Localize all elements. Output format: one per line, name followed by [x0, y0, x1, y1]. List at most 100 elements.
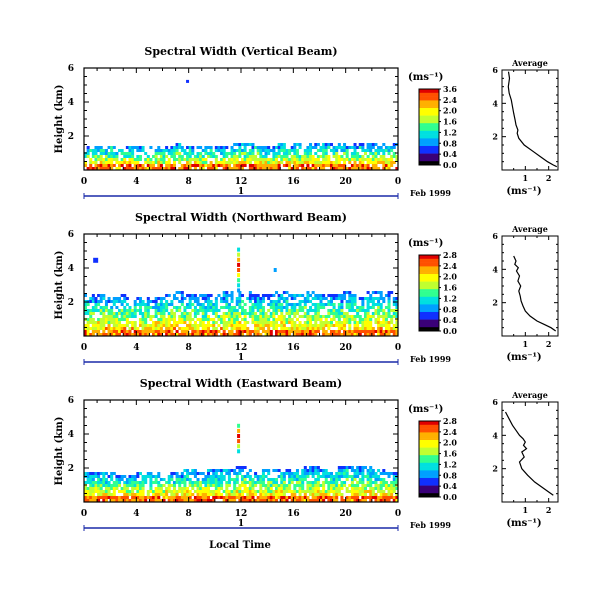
heatmap-cell: [178, 481, 182, 484]
heatmap-cell: [285, 321, 289, 324]
heatmap-cell: [222, 327, 226, 330]
colorbar-segment: [419, 89, 439, 92]
heatmap-cell: [172, 306, 176, 309]
heatmap-cell: [172, 499, 176, 502]
heatmap-cell: [178, 496, 182, 499]
heatmap-cell: [86, 321, 90, 324]
heatmap-cell: [199, 321, 203, 324]
heatmap-cell: [340, 155, 344, 158]
heatmap-cell: [183, 297, 187, 300]
heatmap-cell: [123, 161, 127, 164]
heatmap-cell: [131, 158, 135, 161]
heatmap-cell: [316, 297, 320, 300]
heatmap-cell: [237, 449, 241, 454]
heatmap-cell: [290, 312, 294, 315]
heatmap-cell: [382, 164, 386, 167]
heatmap-cell: [363, 149, 367, 152]
heatmap-cell: [353, 327, 357, 330]
heatmap-cell: [144, 306, 148, 309]
heatmap-cell: [322, 481, 326, 484]
heatmap-cell: [102, 475, 106, 478]
heatmap-cell: [97, 294, 101, 297]
heatmap-cell: [154, 152, 158, 155]
heatmap-cell: [280, 143, 284, 146]
heatmap-cell: [288, 315, 292, 318]
heatmap-cell: [332, 297, 336, 300]
heatmap-cell: [337, 309, 341, 312]
heatmap-cell: [201, 318, 205, 321]
heatmap-cell: [206, 478, 210, 481]
heatmap-cell: [343, 318, 347, 321]
x-tick-label: 8: [186, 509, 192, 519]
heatmap-cell: [136, 158, 140, 161]
heatmap-cell: [191, 297, 195, 300]
heatmap-cell: [157, 493, 161, 496]
heatmap-cell: [91, 312, 95, 315]
heatmap-cell: [377, 306, 381, 309]
colorbar-segment: [419, 161, 439, 164]
heatmap-cell: [188, 333, 192, 336]
heatmap-cell: [395, 297, 399, 300]
colorbar-frame: [418, 420, 440, 498]
heatmap-cell: [123, 306, 127, 309]
heatmap-cell: [115, 499, 119, 502]
heatmap-cell: [180, 149, 184, 152]
heatmap-cell: [199, 155, 203, 158]
x-tick-label: 0: [395, 343, 401, 353]
heatmap-cell: [280, 318, 284, 321]
heatmap-cell: [282, 484, 286, 487]
heatmap-cell: [165, 167, 169, 170]
heatmap-cell: [157, 312, 161, 315]
heatmap-cell: [285, 149, 289, 152]
heatmap-cell: [154, 297, 158, 300]
heatmap-cell: [327, 333, 331, 336]
panel-title: Spectral Width (Eastward Beam): [140, 377, 342, 390]
heatmap-cell: [125, 318, 129, 321]
heatmap-cell: [175, 324, 179, 327]
heatmap-cell: [204, 306, 208, 309]
heatmap-cell: [356, 309, 360, 312]
heatmap-cell: [136, 303, 140, 306]
heatmap-cell: [118, 496, 122, 499]
heatmap-cell: [277, 469, 281, 472]
heatmap-cell: [235, 333, 239, 336]
heatmap-cell: [241, 496, 245, 499]
heatmap-cell: [235, 297, 239, 300]
heatmap-cell: [335, 158, 339, 161]
heatmap-cell: [309, 330, 313, 333]
heatmap-cell: [227, 478, 231, 481]
heatmap-cell: [366, 469, 370, 472]
heatmap-cell: [214, 330, 218, 333]
heatmap-cell: [104, 490, 108, 493]
heatmap-cell: [288, 327, 292, 330]
heatmap-cell: [374, 149, 378, 152]
heatmap-cell: [220, 472, 224, 475]
heatmap-cell: [199, 309, 203, 312]
heatmap-cell: [222, 146, 226, 149]
heatmap-cell: [285, 484, 289, 487]
heatmap-cell: [175, 493, 179, 496]
heatmap-cell: [172, 167, 176, 170]
heatmap-cell: [136, 297, 140, 300]
colorbar-segment: [419, 306, 439, 309]
heatmap-cell: [366, 318, 370, 321]
heatmap-cell: [128, 155, 132, 158]
heatmap-cell: [254, 164, 258, 167]
heatmap-cell: [259, 481, 263, 484]
heatmap-cell: [115, 167, 119, 170]
heatmap-cell: [395, 472, 399, 475]
heatmap-cell: [220, 306, 224, 309]
heatmap-cell: [217, 146, 221, 149]
heatmap-cell: [254, 158, 258, 161]
heatmap-cell: [102, 490, 106, 493]
heatmap-cell: [277, 487, 281, 490]
heatmap-cell: [220, 300, 224, 303]
heatmap-cell: [311, 167, 315, 170]
heatmap-cell: [157, 146, 161, 149]
heatmap-cell: [159, 324, 163, 327]
heatmap-cell: [89, 478, 93, 481]
heatmap-cell: [91, 318, 95, 321]
heatmap-cell: [264, 499, 268, 502]
heatmap-cell: [183, 330, 187, 333]
colorbar-segment: [419, 438, 439, 441]
